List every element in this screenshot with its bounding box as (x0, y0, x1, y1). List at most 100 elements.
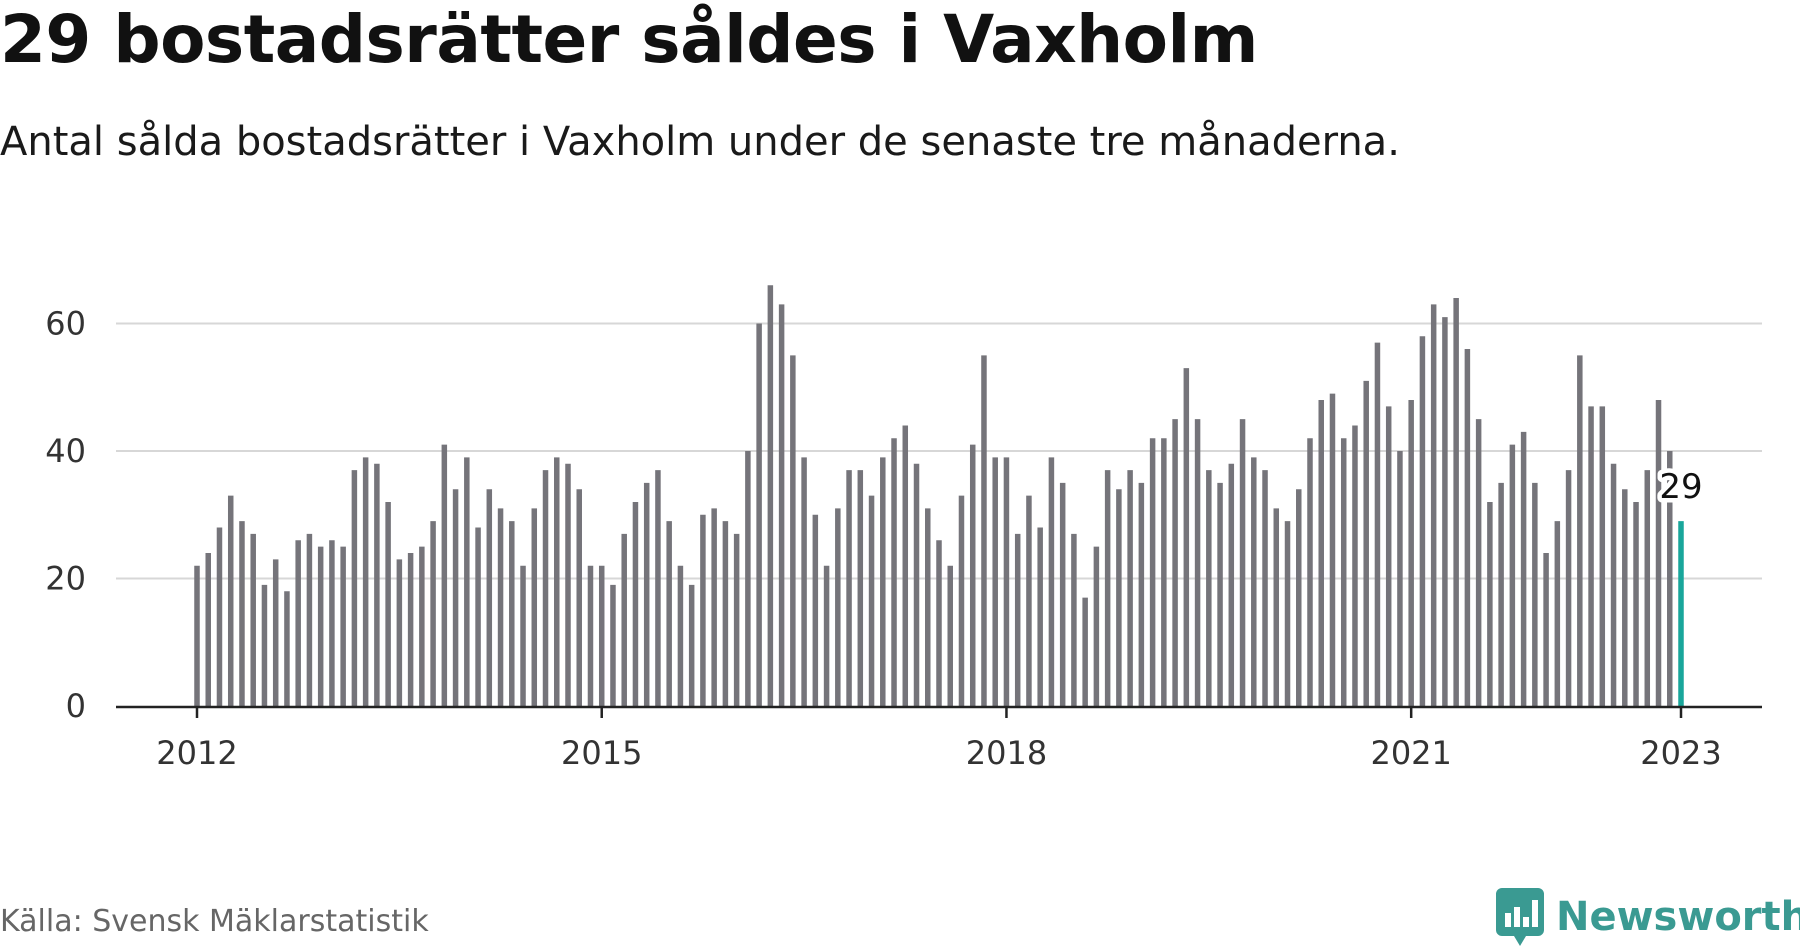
bar (1430, 304, 1437, 707)
bar (700, 514, 706, 706)
bar (497, 508, 504, 707)
bar (1532, 482, 1538, 707)
bar (801, 457, 807, 707)
bar (509, 521, 515, 707)
bar (1127, 470, 1133, 707)
bar (1644, 470, 1651, 707)
bars (194, 285, 1684, 707)
bar (419, 546, 425, 707)
bar (1026, 495, 1032, 707)
bar (542, 470, 549, 707)
bar (947, 565, 953, 706)
x-tick-label: 2015 (561, 734, 642, 772)
bar (1610, 463, 1617, 706)
bar (1284, 521, 1291, 707)
bar (610, 584, 616, 707)
bar (643, 482, 650, 707)
bar (677, 565, 684, 706)
x-tick-label: 2012 (156, 734, 237, 772)
bar (452, 489, 459, 706)
bar (1374, 342, 1381, 707)
bar (1340, 438, 1347, 706)
bar (655, 470, 661, 707)
bar (239, 521, 245, 707)
bar (936, 540, 942, 706)
bar (374, 463, 380, 706)
bar (1172, 419, 1178, 707)
bar (1194, 419, 1201, 707)
bar (1138, 482, 1145, 707)
bar (1419, 336, 1426, 706)
bar (632, 502, 639, 706)
bar (1599, 406, 1606, 707)
bar (1228, 463, 1235, 706)
bar (992, 457, 998, 707)
newsworthy-logo: Newsworthy (1496, 888, 1800, 946)
bar (227, 495, 234, 707)
bar (1577, 355, 1583, 707)
bar (1048, 457, 1055, 707)
bar-chart-speech-bubble-icon (1496, 888, 1544, 946)
bar (1239, 419, 1246, 707)
bar (194, 565, 200, 706)
bar (1149, 438, 1156, 706)
bar (385, 502, 391, 706)
bar (340, 546, 346, 707)
bar (576, 489, 582, 706)
bar (272, 559, 279, 707)
bar (486, 489, 493, 706)
y-tick-label: 0 (66, 687, 86, 725)
bar (913, 463, 920, 706)
bar (925, 508, 931, 707)
bar (1655, 400, 1662, 706)
bar (1082, 597, 1088, 707)
bar (711, 508, 717, 707)
bar (598, 565, 605, 706)
bar (1037, 527, 1043, 706)
bar (1262, 470, 1268, 707)
y-tick-label: 60 (45, 305, 86, 343)
bar (1059, 482, 1066, 707)
x-tick-label: 2023 (1640, 734, 1721, 772)
bar (1667, 451, 1673, 706)
bar (756, 323, 762, 706)
bar (1183, 368, 1190, 707)
bar (351, 470, 358, 707)
x-tick-label: 2018 (966, 734, 1047, 772)
bar (1464, 349, 1471, 706)
bar (778, 304, 785, 707)
bar (1397, 451, 1403, 706)
bar (1622, 489, 1628, 706)
bar (1273, 508, 1280, 707)
bar (329, 540, 335, 706)
bar (688, 584, 695, 707)
bar (1633, 502, 1639, 706)
x-tick-label: 2021 (1370, 734, 1451, 772)
bar (1307, 438, 1313, 706)
bar (1206, 470, 1212, 707)
y-tick-label: 40 (45, 432, 86, 470)
bar (1251, 457, 1257, 707)
bar (261, 584, 268, 707)
bar (464, 457, 470, 707)
bar (1104, 470, 1111, 707)
bar (554, 457, 560, 707)
bar (295, 540, 301, 706)
bar (767, 285, 774, 706)
bar (823, 565, 830, 706)
bar (880, 457, 886, 707)
highlight-value-label: 29 (1659, 467, 1702, 507)
bar (969, 444, 976, 707)
bar (1352, 425, 1358, 706)
bar (868, 495, 875, 707)
bar (733, 533, 740, 707)
chart-subtitle: Antal sålda bostadsrätter i Vaxholm unde… (0, 119, 1400, 165)
bar (1565, 470, 1572, 707)
axes: 0 20 40 60 2012 2015 2018 2021 2023 (45, 305, 1762, 772)
bar (362, 457, 369, 707)
bar (205, 553, 211, 706)
bar (317, 546, 324, 707)
brand-name: Newsworthy (1556, 894, 1800, 940)
bar (1071, 533, 1077, 707)
bar (958, 495, 965, 707)
